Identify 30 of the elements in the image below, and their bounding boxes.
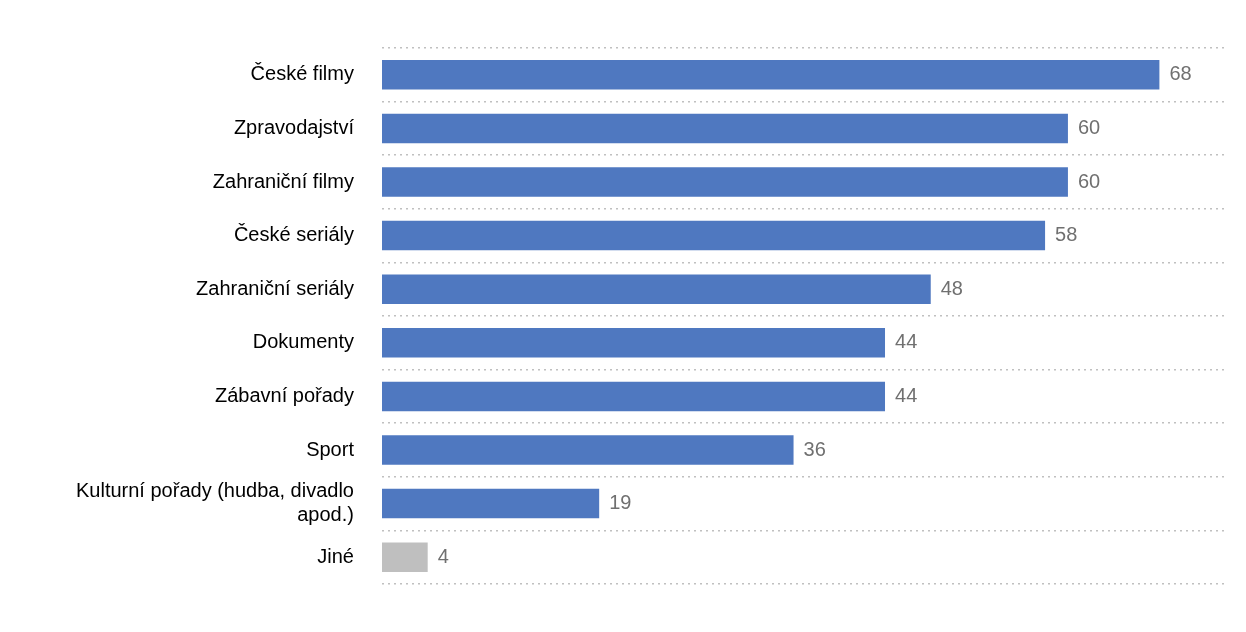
bar: [381, 274, 931, 304]
data-label: 44: [895, 330, 918, 353]
data-label: 48: [940, 276, 963, 299]
data-label: 60: [1077, 169, 1101, 192]
bar: [381, 542, 428, 572]
data-label: 58: [1055, 223, 1078, 246]
y-tick-label: Zahraniční filmy: [212, 169, 354, 192]
bar: [381, 435, 794, 465]
y-tick-label: Jiné: [317, 544, 354, 567]
y-tick-label: Sport: [306, 437, 355, 460]
y-tick-label: Zábavní pořady: [214, 383, 354, 406]
data-label: 60: [1077, 115, 1101, 138]
y-tick-label: České seriály: [233, 223, 354, 246]
bar: [381, 220, 1046, 251]
y-tick-label: Dokumenty: [252, 330, 354, 353]
y-tick-label: Kulturní pořady (hudba, divadlo apod.): [75, 479, 354, 526]
bar: [381, 167, 1068, 197]
bar: [381, 328, 886, 358]
bar: [381, 488, 600, 519]
data-label: 4: [437, 544, 449, 567]
data-label: 44: [895, 383, 918, 406]
y-tick-label: Zahraniční seriály: [196, 276, 354, 299]
data-label: 19: [609, 491, 632, 514]
bar: [381, 113, 1068, 144]
bar: [381, 60, 1160, 90]
bar: [381, 381, 886, 412]
data-label: 68: [1169, 62, 1192, 85]
y-tick-label: Zpravodajství: [233, 115, 355, 138]
data-label: 36: [803, 437, 826, 460]
y-tick-label: České filmy: [250, 62, 354, 85]
